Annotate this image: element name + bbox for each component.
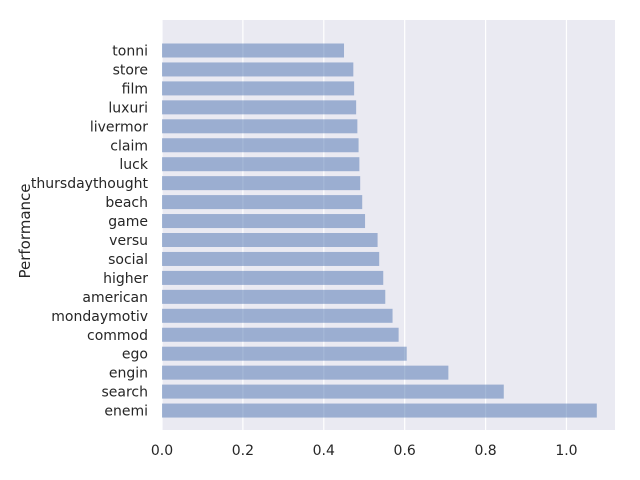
y-tick-label: mondaymotiv	[51, 309, 148, 325]
bar-film	[162, 81, 355, 96]
bar-claim	[162, 138, 359, 153]
y-tick-label: tonni	[112, 44, 148, 60]
y-tick-label: livermor	[90, 119, 148, 135]
bar-enemi	[162, 403, 597, 418]
y-tick-label: luxuri	[108, 100, 148, 116]
y-tick-label: search	[101, 385, 148, 401]
bar-tonni	[162, 43, 345, 58]
bar-versu	[162, 233, 378, 247]
bar-ego	[162, 346, 407, 361]
y-tick-label: versu	[109, 233, 148, 249]
y-tick-label: game	[108, 214, 148, 230]
y-tick-label: store	[113, 62, 148, 78]
bar-commod	[162, 327, 399, 342]
x-tick-label: 0.8	[474, 443, 496, 459]
x-tick-label: 0.0	[151, 443, 173, 459]
bar-higher	[162, 270, 384, 285]
y-axis-label: Performance	[16, 183, 34, 278]
x-tick-label: 0.6	[394, 443, 416, 459]
bar-mondaymotiv	[162, 308, 393, 323]
y-tick-label: luck	[119, 157, 148, 173]
bars	[162, 43, 597, 418]
y-tick-label: claim	[110, 138, 148, 154]
bar-luxuri	[162, 100, 357, 115]
bar-store	[162, 62, 354, 77]
bar-beach	[162, 195, 363, 210]
y-tick-label: beach	[105, 195, 148, 211]
x-tick-labels: 0.0 0.2 0.4 0.6 0.8 1.0	[151, 443, 578, 459]
y-tick-label: social	[108, 252, 148, 268]
y-tick-label: engin	[109, 366, 148, 382]
bar-social	[162, 251, 380, 266]
y-tick-label: ego	[122, 347, 148, 363]
bar-engin	[162, 365, 449, 380]
y-tick-label: higher	[103, 271, 148, 287]
y-tick-label: american	[82, 290, 148, 306]
bar-thursdaythought	[162, 176, 361, 191]
y-tick-label: thursdaythought	[31, 176, 149, 192]
bar-luck	[162, 157, 360, 172]
y-tick-label: film	[122, 81, 148, 97]
y-tick-label: commod	[87, 328, 148, 344]
y-tick-labels: tonni store film luxuri livermor claim luck thu…	[31, 44, 149, 420]
x-tick-label: 1.0	[555, 443, 577, 459]
x-tick-label: 0.2	[232, 443, 254, 459]
bar-american	[162, 289, 386, 304]
bar-livermor	[162, 119, 358, 134]
y-tick-label: enemi	[104, 404, 148, 420]
x-tick-label: 0.4	[313, 443, 335, 459]
bar-game	[162, 214, 366, 229]
bar-search	[162, 384, 504, 399]
